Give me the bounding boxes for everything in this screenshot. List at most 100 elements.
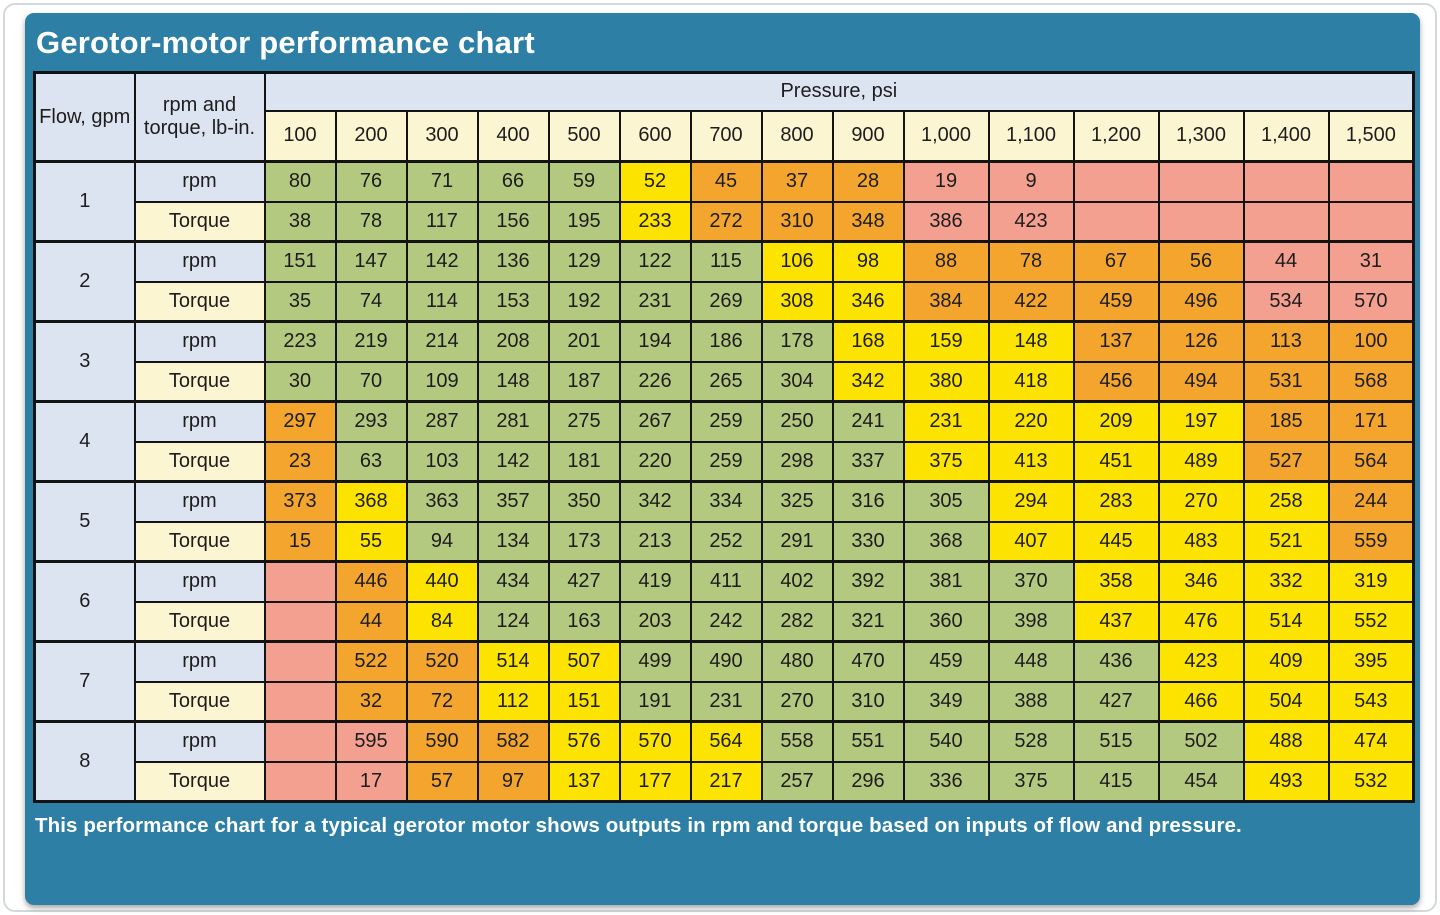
torque-data-cell: 456	[1072, 360, 1160, 403]
torque-data-cell: 15	[263, 520, 337, 563]
rpm-data-cell: 151	[263, 240, 337, 283]
torque-data-cell: 148	[476, 360, 550, 403]
rpm-data-cell: 357	[476, 480, 550, 523]
table-row: Torque 38 78 117 156 195 233 272 310 348 386 423	[35, 200, 1415, 243]
torque-data-cell	[1242, 200, 1330, 243]
rpm-data-cell: 332	[1242, 560, 1330, 603]
rpm-data-cell: 56	[1157, 240, 1245, 283]
torque-data-cell: 296	[831, 760, 905, 803]
pressure-column-header: 600	[618, 109, 692, 163]
torque-data-cell: 445	[1072, 520, 1160, 563]
torque-data-cell: 226	[618, 360, 692, 403]
torque-data-cell: 17	[334, 760, 408, 803]
rpm-data-cell: 363	[405, 480, 479, 523]
torque-data-cell: 57	[405, 760, 479, 803]
torque-data-cell: 454	[1157, 760, 1245, 803]
rpm-data-cell: 590	[405, 720, 479, 763]
rpm-row-label: rpm	[133, 640, 266, 683]
rpm-data-cell	[263, 560, 337, 603]
table-row: 8 rpm 595 590 582 576 570 564 558 551 540 528 515 502…	[33, 720, 1415, 803]
torque-data-cell: 217	[689, 760, 763, 803]
rpm-data-cell: 137	[1072, 320, 1160, 363]
pressure-column-header: 300	[405, 109, 479, 163]
rpm-data-cell: 106	[760, 240, 834, 283]
rpm-data-cell: 293	[334, 400, 408, 443]
table-row: Torque 32 72 112 151 191 231 270 310 349 388 427 466…	[35, 680, 1415, 723]
rpm-data-cell: 411	[689, 560, 763, 603]
rpm-data-cell: 208	[476, 320, 550, 363]
torque-data-cell: 493	[1242, 760, 1330, 803]
torque-data-cell: 117	[405, 200, 479, 243]
rpm-row-label: rpm	[133, 400, 266, 443]
torque-data-cell: 257	[760, 760, 834, 803]
rpm-data-cell: 595	[334, 720, 408, 763]
torque-data-cell: 282	[760, 600, 834, 643]
rpm-data-cell: 178	[760, 320, 834, 363]
torque-data-cell: 415	[1072, 760, 1160, 803]
torque-data-cell: 386	[902, 200, 990, 243]
torque-data-cell: 559	[1327, 520, 1415, 563]
torque-data-cell: 84	[405, 600, 479, 643]
rpm-data-cell: 159	[902, 320, 990, 363]
torque-data-cell: 570	[1327, 280, 1415, 323]
torque-data-cell: 527	[1242, 440, 1330, 483]
rpm-data-cell: 129	[547, 240, 621, 283]
torque-data-cell: 269	[689, 280, 763, 323]
rpm-data-cell: 241	[831, 400, 905, 443]
torque-data-cell: 346	[831, 280, 905, 323]
torque-data-cell: 151	[547, 680, 621, 723]
torque-row-label: Torque	[133, 280, 266, 323]
rpm-data-cell: 522	[334, 640, 408, 683]
torque-data-cell: 94	[405, 520, 479, 563]
torque-data-cell: 242	[689, 600, 763, 643]
torque-data-cell: 552	[1327, 600, 1415, 643]
torque-data-cell: 375	[902, 440, 990, 483]
rpm-data-cell: 168	[831, 320, 905, 363]
rpm-data-cell: 423	[1157, 640, 1245, 683]
torque-row-label: Torque	[133, 200, 266, 243]
pressure-column-header: 1,100	[987, 109, 1075, 163]
rpm-data-cell: 231	[902, 400, 990, 443]
pressure-values-row: 100 200 300 400 500 600 700 800 900 1,000 1,100 1,2…	[35, 109, 1415, 163]
torque-data-cell: 259	[689, 440, 763, 483]
torque-row-label: Torque	[133, 680, 266, 723]
rpm-data-cell: 448	[987, 640, 1075, 683]
rpm-data-cell: 44	[1242, 240, 1330, 283]
rpm-data-cell: 358	[1072, 560, 1160, 603]
torque-data-cell: 38	[263, 200, 337, 243]
torque-data-cell: 177	[618, 760, 692, 803]
rpm-data-cell: 346	[1157, 560, 1245, 603]
rpm-row-label: rpm	[133, 480, 266, 523]
caption-text: This performance chart for a typical ger…	[35, 814, 1242, 837]
pressure-column-header: 500	[547, 109, 621, 163]
rpm-data-cell: 470	[831, 640, 905, 683]
rpm-data-cell: 528	[987, 720, 1075, 763]
rpm-data-cell: 19	[902, 160, 990, 203]
rpm-data-cell: 392	[831, 560, 905, 603]
torque-data-cell: 291	[760, 520, 834, 563]
torque-data-cell: 265	[689, 360, 763, 403]
torque-data-cell: 109	[405, 360, 479, 403]
table-body: 1 rpm 80 76 71 66 59 52 45 37 28 19 9 Torque 38 78 117 15…	[33, 160, 1415, 803]
rpm-data-cell: 507	[547, 640, 621, 683]
torque-data-cell: 504	[1242, 680, 1330, 723]
rpm-data-cell: 270	[1157, 480, 1245, 523]
rpm-data-cell: 287	[405, 400, 479, 443]
rpm-data-cell: 434	[476, 560, 550, 603]
torque-data-cell: 233	[618, 200, 692, 243]
rpm-data-cell: 409	[1242, 640, 1330, 683]
rpm-row-label: rpm	[133, 240, 266, 283]
rpm-data-cell: 100	[1327, 320, 1415, 363]
rpm-data-cell: 194	[618, 320, 692, 363]
table-row: Torque 30 70 109 148 187 226 265 304 342 380 418 456…	[35, 360, 1415, 403]
rpm-data-cell: 440	[405, 560, 479, 603]
torque-data-cell: 310	[760, 200, 834, 243]
torque-data-cell: 195	[547, 200, 621, 243]
pressure-column-header: 1,400	[1242, 109, 1330, 163]
rpm-torque-header-cell: rpm and torque, lb-in.	[133, 71, 266, 163]
rpm-data-cell: 294	[987, 480, 1075, 523]
rpm-data-cell: 395	[1327, 640, 1415, 683]
torque-data-cell: 380	[902, 360, 990, 403]
table-row: Torque 17 57 97 137 177 217 257 296 336 375 415 454 4…	[35, 760, 1415, 803]
rpm-data-cell: 381	[902, 560, 990, 603]
